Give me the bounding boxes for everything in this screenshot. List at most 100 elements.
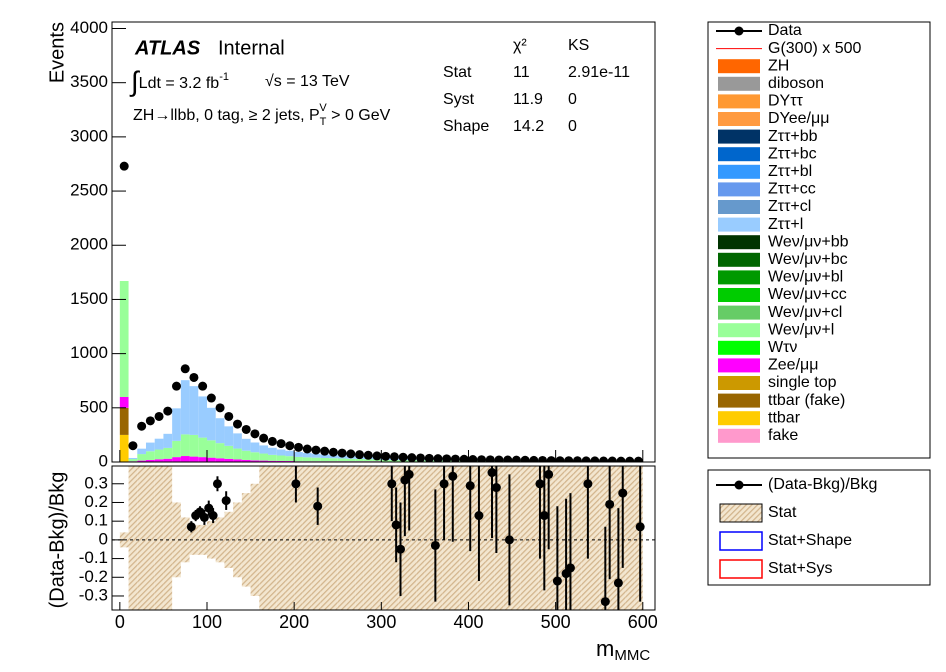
stat-band xyxy=(189,524,199,555)
legend-label: Zττ+bb xyxy=(768,128,818,145)
stack-bar xyxy=(233,433,242,449)
ratio-point xyxy=(491,483,501,493)
stack-bar xyxy=(259,460,269,462)
ratio-y-tick-label: -0.1 xyxy=(79,548,108,567)
ratio-plot xyxy=(119,466,645,610)
data-point xyxy=(503,455,513,462)
stack-bar xyxy=(119,407,129,435)
stat-band xyxy=(512,466,521,610)
stack-bar xyxy=(302,453,312,458)
table-cell: Shape xyxy=(443,118,489,135)
ratio-point xyxy=(221,496,231,506)
ratio-y-tick-label: -0.3 xyxy=(79,585,108,604)
legend-label: DYee/μμ xyxy=(768,110,829,127)
table-cell: 11 xyxy=(513,64,530,81)
data-point xyxy=(372,451,382,461)
data-point xyxy=(171,381,181,391)
stack-bar xyxy=(250,452,260,461)
table-cell: 2.91e-11 xyxy=(568,64,630,81)
data-point xyxy=(267,436,277,446)
stack-bar xyxy=(241,450,251,460)
legend-swatch xyxy=(718,200,760,214)
legend-swatch xyxy=(718,129,760,144)
stat-band xyxy=(451,466,460,610)
data-point xyxy=(442,454,452,462)
x-axis-label: mMMC xyxy=(596,636,650,664)
legend-label: Zττ+cl xyxy=(768,198,811,215)
stat-band xyxy=(154,466,164,610)
ratio-point xyxy=(565,563,575,573)
data-point xyxy=(520,455,530,462)
stat-band xyxy=(329,466,338,610)
data-point xyxy=(633,456,643,462)
data-point xyxy=(163,406,173,416)
stack-bar xyxy=(250,460,260,462)
data-point xyxy=(189,372,199,382)
y-tick-label: 2500 xyxy=(70,181,108,200)
stack-bar xyxy=(172,440,181,458)
legend-label: Data xyxy=(768,22,802,39)
ratio-point xyxy=(291,479,301,489)
data-point xyxy=(625,456,635,462)
legend-label: ttbar (fake) xyxy=(768,392,845,409)
legend-swatch xyxy=(718,94,760,109)
stat-band xyxy=(207,521,216,559)
x-tick-label: 0 xyxy=(115,612,125,632)
data-point xyxy=(599,456,609,462)
stat-band xyxy=(302,466,312,610)
x-label-main: m xyxy=(596,636,614,661)
legend-swatch xyxy=(718,288,760,302)
stat-band xyxy=(459,466,469,610)
table-cell: Stat xyxy=(443,64,472,81)
lumi-text: Ldt = 3.2 fb xyxy=(139,75,220,92)
stat-band xyxy=(337,466,347,610)
y-tick-label: 0 xyxy=(99,451,108,470)
stat-band xyxy=(145,466,155,610)
stat-band xyxy=(494,466,504,610)
status-label: Internal xyxy=(218,37,285,59)
legend-label: diboson xyxy=(768,75,824,92)
stat-band xyxy=(294,466,303,610)
table-header: KS xyxy=(568,37,589,54)
ratio-point xyxy=(404,469,414,479)
data-point xyxy=(590,456,600,462)
legend-label: Stat+Shape xyxy=(768,532,852,549)
stat-band xyxy=(424,466,434,610)
ratio-point xyxy=(535,479,545,489)
y-tick-label: 1500 xyxy=(70,289,108,308)
ratio-point xyxy=(313,501,323,511)
legend-swatch xyxy=(718,217,760,232)
data-point xyxy=(145,416,155,426)
data-point xyxy=(529,455,539,462)
legend-label: (Data-Bkg)/Bkg xyxy=(768,476,877,493)
stack-bar xyxy=(215,458,225,462)
stat-band xyxy=(433,466,443,610)
data-point xyxy=(546,456,556,462)
table-header: χ² xyxy=(513,37,527,54)
stack-bar xyxy=(268,454,277,461)
stack-bar xyxy=(233,459,242,462)
data-point xyxy=(564,456,574,462)
table-cell: 14.2 xyxy=(513,118,544,135)
data-point xyxy=(363,450,373,460)
ratio-point xyxy=(208,511,218,521)
stat-band xyxy=(590,466,600,610)
stack-bar xyxy=(320,454,330,458)
stat-band xyxy=(137,466,146,610)
data-point xyxy=(224,411,234,421)
stat-band xyxy=(268,466,277,610)
legend-swatch xyxy=(718,235,760,250)
table-cell: Syst xyxy=(443,91,475,108)
data-point xyxy=(294,442,304,452)
data-point xyxy=(346,449,356,459)
legend-label: Stat xyxy=(768,504,797,521)
legend-swatch xyxy=(719,503,763,523)
table-cell: 11.9 xyxy=(513,91,543,108)
stack-bar xyxy=(259,445,269,454)
ratio-frame xyxy=(111,465,656,611)
ratio-y-tick-label: 0.3 xyxy=(84,473,108,492)
stack-bar xyxy=(189,434,199,457)
ratio-point xyxy=(552,576,562,586)
ratio-point xyxy=(204,503,214,513)
legend-swatch xyxy=(718,340,760,355)
